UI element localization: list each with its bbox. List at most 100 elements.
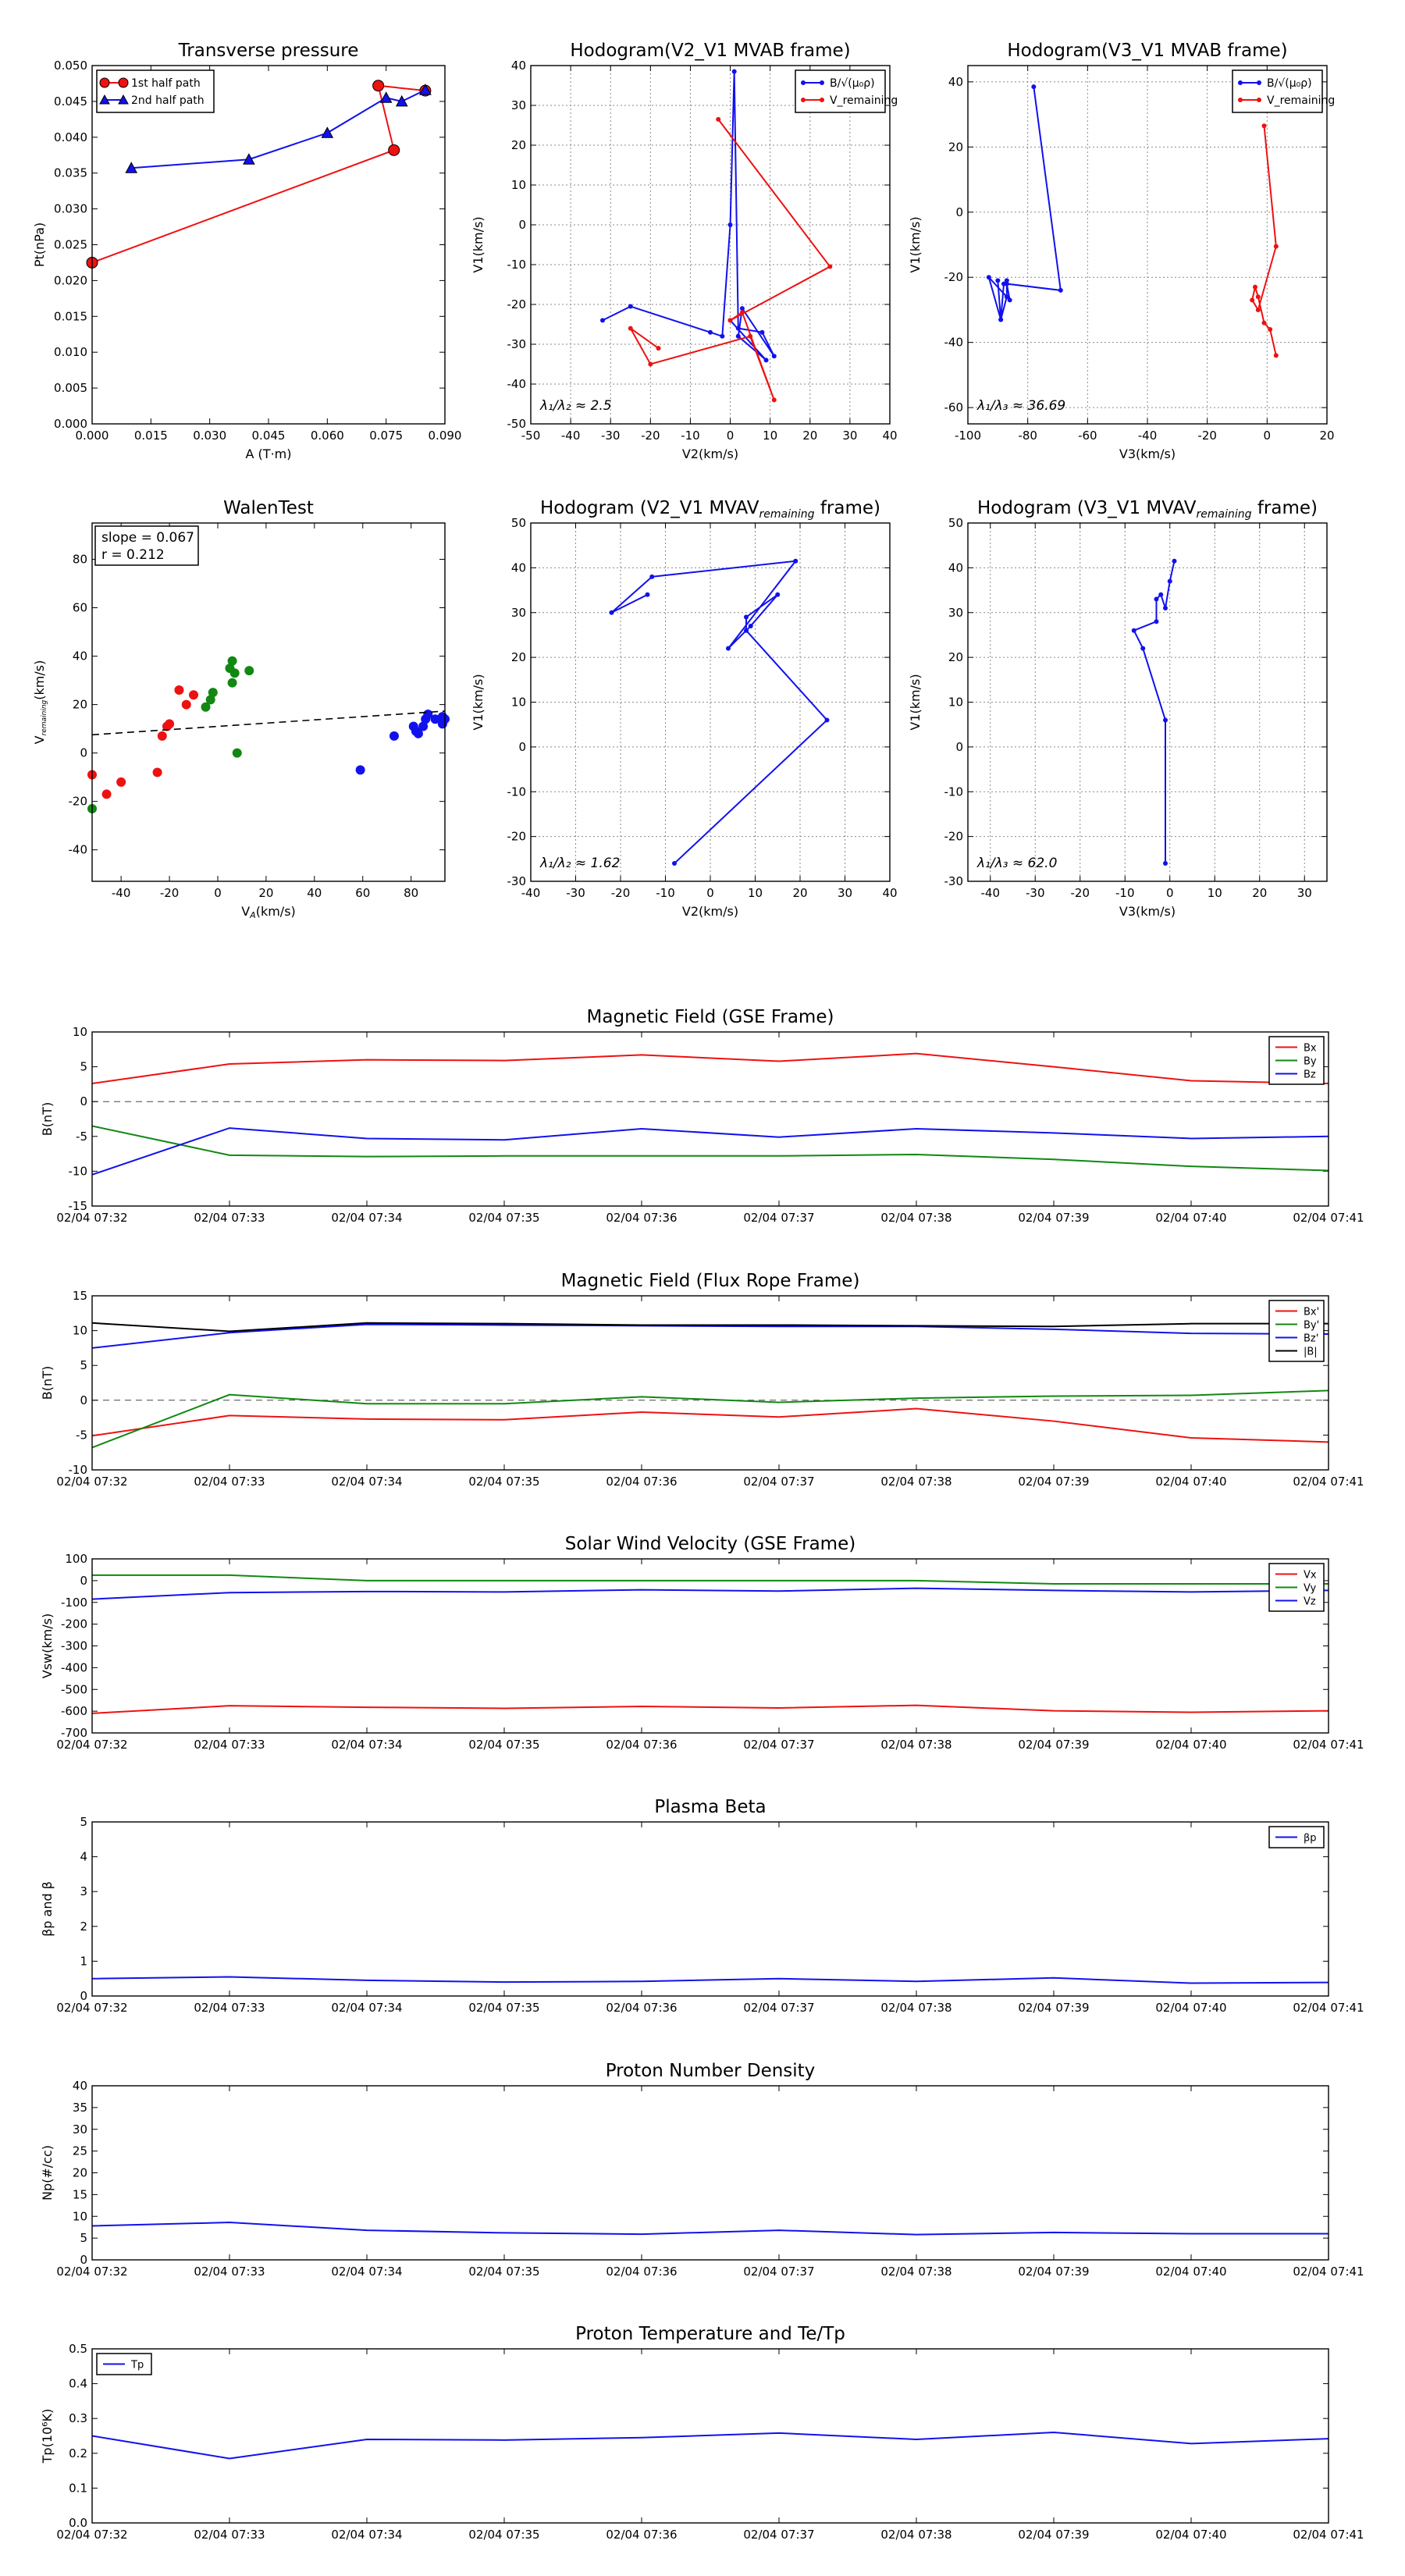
x-tick-label: 0 [1166,886,1174,900]
x-tick-label: -100 [955,429,981,443]
data-point [1163,717,1168,723]
data-point [748,623,753,628]
legend-label: Bz [1304,1069,1316,1081]
x-tick-label: 02/04 07:36 [606,1738,677,1752]
x-tick-label: -20 [1197,429,1217,443]
series-bx-line [92,1052,1329,1085]
data-point [1163,606,1168,611]
y-tick-label: 10 [511,178,526,192]
data-point [727,318,733,323]
data-point [708,329,713,335]
x-tick-label: 20 [802,429,817,443]
x-tick-label: 02/04 07:41 [1293,1738,1364,1752]
data-point [227,678,237,688]
data-point [609,610,614,615]
legend-label: By' [1304,1320,1319,1332]
data-point [771,397,777,403]
y-axis-label: βp and β [40,1881,55,1937]
data-point [201,702,211,712]
legend-marker [1238,80,1243,85]
y-tick-label: -700 [61,1726,87,1740]
y-tick-label: -20 [507,830,527,844]
legend-label: Vy [1304,1583,1317,1595]
data-point [763,358,769,363]
legend-box [795,69,886,113]
x-tick-label: 02/04 07:33 [194,2001,265,2015]
data-point [165,719,175,729]
x-tick-label: 30 [842,429,857,443]
y-tick-label: -60 [944,400,964,415]
chart-title: Proton Temperature and Te/Tp [575,2324,845,2344]
legend-box [1232,69,1323,113]
x-tick-label: 02/04 07:37 [743,1738,814,1752]
data-point [372,80,385,92]
y-tick-label: 0.000 [54,417,87,431]
data-point [735,333,741,339]
y-tick-label: 0.0 [69,2516,87,2530]
legend-marker [99,77,110,88]
y-tick-label: -40 [69,843,88,857]
data-point [244,666,254,676]
data-point [720,333,725,339]
chart-title: Hodogram(V2_V1 MVAB frame) [570,41,850,61]
chart-title: Solar Wind Velocity (GSE Frame) [565,1534,855,1554]
data-point [1250,297,1255,303]
x-tick-label: 0.000 [76,429,109,443]
x-tick-label: 02/04 07:38 [880,1738,951,1752]
y-tick-label: 0 [518,218,526,232]
series-line-line [1133,560,1176,864]
chart-magnetic-field-gse: 02/04 07:32 02/04 07:33 02/04 07:34 02/04 0… [40,1007,1364,1225]
x-tick-label: 30 [1297,886,1312,900]
x-tick-label: 80 [404,886,418,900]
x-tick-label: 02/04 07:39 [1018,1475,1089,1489]
fit-line [91,710,446,736]
y-tick-label: -5 [76,1428,87,1442]
x-tick-label: -30 [566,886,585,900]
y-tick-label: 10 [73,2209,87,2223]
y-tick-label: -20 [507,297,527,311]
series-vx-line [92,1704,1329,1714]
legend-label: Bx [1304,1043,1317,1055]
chart-title: WalenTest [223,498,314,518]
legend-label: |B| [1304,1347,1318,1358]
legend-marker [99,94,110,105]
x-tick-label: 02/04 07:41 [1293,2528,1364,2542]
data-point [418,721,429,731]
series-2nd-half-path-line [131,89,426,169]
y-tick-label: -500 [61,1682,87,1696]
x-tick-label: 20 [258,886,273,900]
chart-transverse-pressure: 0.000 0.015 0.030 0.045 0.060 0.075 0.090 0.000… [32,41,461,461]
y-tick-label: 0 [80,1094,87,1108]
legend-label: Tp [130,2360,144,2371]
legend-label: Vz [1304,1596,1316,1608]
data-point [1273,353,1279,358]
x-tick-label: 02/04 07:37 [743,2528,814,2542]
y-tick-label: -10 [69,1463,88,1477]
x-axis-label: A (T·m) [246,447,292,461]
x-tick-label: -40 [1138,429,1158,443]
plot-frame [91,1821,1329,1997]
x-tick-label: 20 [1252,886,1267,900]
data-point [656,346,661,351]
y-tick-label: 20 [511,650,526,664]
x-tick-label: 02/04 07:33 [194,1211,265,1225]
y-tick-label: 5 [80,1815,87,1829]
data-point [395,94,408,107]
x-tick-label: -40 [981,886,1001,900]
chart-title: Magnetic Field (GSE Frame) [587,1007,834,1027]
data-point [744,614,749,620]
plot-frame [530,65,891,425]
x-tick-label: -20 [641,429,660,443]
y-tick-label: -10 [69,1164,88,1178]
data-point [1255,307,1261,312]
plot-frame [530,522,891,882]
y-tick-label: 5 [80,1358,87,1372]
x-tick-label: 02/04 07:39 [1018,1738,1089,1752]
data-point [1001,281,1006,286]
data-point [1163,861,1168,866]
x-axis-label: V2(km/s) [682,904,738,919]
x-tick-label: 02/04 07:34 [331,2001,402,2015]
x-tick-label: 02/04 07:33 [194,2528,265,2542]
